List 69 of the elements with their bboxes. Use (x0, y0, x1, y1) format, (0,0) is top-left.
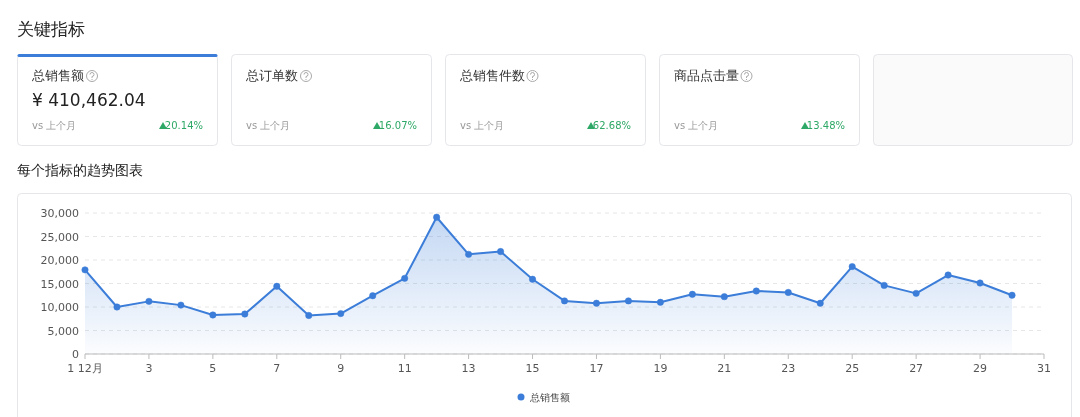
point (273, 282, 281, 290)
point (305, 312, 313, 319)
point (145, 297, 153, 305)
text: 13.48% (806, 120, 845, 131)
point (401, 274, 409, 282)
point (433, 213, 441, 221)
text: vs 上个月 (460, 120, 505, 131)
point (976, 279, 984, 287)
x-tick-label: 15 (525, 362, 540, 375)
text: 关键指标 (17, 19, 85, 39)
x-tick-label: 9 (337, 362, 345, 375)
y-tick-label: 25,000 (40, 230, 79, 244)
y-tick-label: 10,000 (40, 301, 79, 314)
point (593, 299, 600, 307)
point (912, 289, 920, 297)
y-tick-label: 5,000 (47, 324, 79, 338)
text: vs 上个月 (246, 120, 291, 131)
text: vs 上个月 (674, 120, 719, 131)
x-tick-label: 1 12月 (67, 362, 103, 375)
point (656, 298, 664, 306)
point (561, 297, 568, 305)
point (688, 290, 696, 298)
point (816, 299, 824, 307)
point (337, 310, 345, 318)
point (880, 281, 888, 289)
point (944, 271, 952, 279)
x-tick-label: 19 (653, 362, 668, 375)
point (624, 297, 632, 305)
x-tick-label: 21 (717, 362, 732, 375)
x-tick-label: 3 (145, 362, 153, 375)
y-tick-label: 30,000 (40, 207, 79, 220)
text: 20.14% (164, 120, 203, 131)
point (241, 310, 249, 318)
point (784, 288, 792, 296)
point (529, 275, 536, 283)
point (465, 250, 473, 258)
point (81, 266, 89, 274)
y-tick-label: 15,000 (40, 277, 79, 291)
point (720, 293, 728, 301)
point (1008, 291, 1016, 299)
category-label: 总销售件数 (459, 68, 525, 83)
point (497, 248, 505, 255)
category-label: 总订单数 (245, 68, 298, 83)
x-tick-label: 5 (209, 362, 217, 375)
category-label: 总销售额 (31, 68, 84, 83)
point (752, 287, 760, 295)
text: 16.07% (378, 120, 417, 131)
x-tick-label: 17 (589, 362, 604, 375)
category-label: 商品点击量 (674, 68, 739, 83)
x-tick-label: 31 (1037, 362, 1051, 375)
x-tick-label: 7 (273, 362, 281, 375)
point (848, 263, 856, 271)
text: 62.68% (592, 120, 631, 131)
y-tick-label: 20,000 (40, 254, 79, 267)
x-tick-label: 23 (781, 362, 796, 375)
x-tick-label: 13 (461, 362, 476, 375)
text: vs 上个月 (32, 120, 77, 131)
x-tick-label: 11 (397, 362, 412, 375)
chart-title: 每个指标的趋势图表 (17, 162, 143, 178)
point (369, 292, 377, 300)
point (113, 303, 121, 311)
x-tick-label: 27 (909, 362, 924, 375)
text: ¥ 410,462.04 (32, 90, 146, 110)
legend-label: 总销售额 (529, 392, 570, 403)
x-tick-label: 29 (973, 362, 988, 375)
x-tick-label: 25 (845, 362, 860, 375)
point (209, 311, 217, 319)
point (177, 301, 185, 309)
y-tick-label: 0 (72, 348, 79, 361)
